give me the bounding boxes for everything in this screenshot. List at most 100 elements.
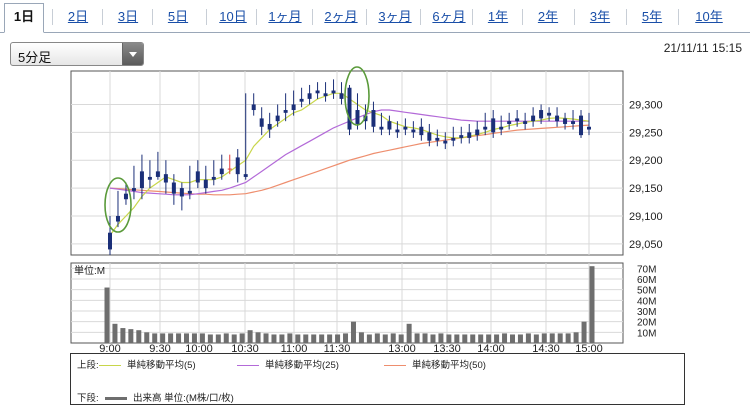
volume-bar bbox=[390, 333, 396, 343]
volume-bar bbox=[207, 334, 213, 343]
interval-select[interactable]: 5分足 bbox=[10, 42, 144, 66]
interval-select-value: 5分足 bbox=[18, 50, 52, 65]
tab-5[interactable]: 10日 bbox=[219, 9, 247, 24]
volume-y-tick-label: 30M bbox=[637, 307, 656, 318]
tab-2[interactable]: 2日 bbox=[67, 9, 89, 24]
volume-bar bbox=[350, 321, 356, 343]
volume-bar bbox=[589, 266, 595, 343]
tab-separator bbox=[522, 9, 523, 25]
tab-9[interactable]: 6ヶ月 bbox=[432, 9, 466, 24]
tab-3[interactable]: 3日 bbox=[117, 9, 139, 24]
volume-bar bbox=[271, 334, 277, 343]
volume-unit-label: 単位:M bbox=[74, 264, 105, 277]
volume-bar bbox=[438, 333, 444, 343]
volume-bar bbox=[311, 334, 317, 343]
candle-body bbox=[347, 87, 352, 130]
highlight-ellipse bbox=[104, 177, 132, 233]
volume-bar bbox=[533, 334, 539, 343]
price-y-tick-label: 29,250 bbox=[629, 127, 663, 139]
volume-bar bbox=[191, 333, 197, 343]
legend-item-ma5: 単純移動平均(5) bbox=[99, 357, 196, 371]
volume-bar bbox=[327, 334, 333, 343]
candle-body bbox=[483, 126, 488, 130]
candle-body bbox=[419, 126, 424, 136]
volume-bar bbox=[247, 330, 253, 343]
volume-bar bbox=[525, 333, 531, 343]
tab-12[interactable]: 3年 bbox=[589, 9, 611, 24]
highlight-ellipse bbox=[344, 66, 370, 126]
price-y-tick-label: 29,300 bbox=[629, 99, 663, 111]
tab-7[interactable]: 2ヶ月 bbox=[324, 9, 358, 24]
dropdown-arrow-icon[interactable] bbox=[122, 43, 143, 65]
legend-ma50-label: 単純移動平均(50) bbox=[412, 360, 486, 371]
volume-bar bbox=[112, 323, 118, 343]
candle-body bbox=[283, 110, 288, 113]
candle-body bbox=[147, 176, 152, 180]
volume-plot-frame bbox=[70, 262, 624, 344]
volume-bar bbox=[319, 334, 325, 343]
candle-body bbox=[195, 171, 200, 183]
candle-body bbox=[251, 104, 256, 111]
timestamp: 21/11/11 15:15 bbox=[663, 41, 742, 55]
candle-body bbox=[467, 132, 472, 138]
candle-body bbox=[491, 118, 496, 133]
legend-volume-swatch bbox=[105, 396, 127, 400]
tab-13[interactable]: 5年 bbox=[641, 9, 663, 24]
candle-body bbox=[211, 176, 216, 180]
candle-body bbox=[403, 126, 408, 130]
volume-bar bbox=[406, 323, 412, 343]
price-y-tick-label: 29,200 bbox=[629, 155, 663, 167]
candle-body bbox=[531, 115, 536, 122]
volume-bar bbox=[184, 333, 190, 343]
tab-separator bbox=[366, 9, 367, 25]
tab-separator bbox=[312, 9, 313, 25]
tab-separator bbox=[52, 9, 53, 25]
candle-body bbox=[547, 112, 552, 116]
volume-bar bbox=[263, 333, 269, 343]
x-tick-label: 9:30 bbox=[149, 343, 170, 355]
legend-upper-label: 上段: bbox=[77, 360, 99, 371]
price-y-tick-label: 29,150 bbox=[629, 183, 663, 195]
volume-bar bbox=[430, 334, 436, 343]
tab-10[interactable]: 1年 bbox=[487, 9, 509, 24]
volume-bar bbox=[279, 334, 285, 343]
tab-separator bbox=[152, 9, 153, 25]
x-tick-label: 14:30 bbox=[532, 343, 560, 355]
tab-separator bbox=[574, 9, 575, 25]
candle-body bbox=[331, 90, 336, 94]
candle-body bbox=[515, 118, 520, 122]
legend-item-volume: 出来高 単位:(M株/口/枚) bbox=[105, 390, 234, 404]
candle-body bbox=[339, 93, 344, 99]
tab-11[interactable]: 2年 bbox=[537, 9, 559, 24]
tab-separator bbox=[256, 9, 257, 25]
volume-bar bbox=[446, 334, 452, 343]
tab-separator bbox=[102, 9, 103, 25]
candle-body bbox=[435, 137, 440, 141]
candle-body bbox=[187, 190, 192, 194]
legend-ma50-swatch bbox=[384, 364, 406, 366]
candle-body bbox=[459, 135, 464, 138]
tab-separator bbox=[206, 9, 207, 25]
volume-bar bbox=[398, 334, 404, 343]
volume-y-tick-label: 50M bbox=[637, 286, 656, 297]
volume-bar bbox=[295, 334, 301, 343]
volume-bar bbox=[422, 333, 428, 343]
tab-14[interactable]: 10年 bbox=[695, 9, 723, 24]
legend-lower-label: 下段: bbox=[77, 393, 99, 404]
tab-6[interactable]: 1ヶ月 bbox=[268, 9, 302, 24]
tab-1[interactable]: 1日 bbox=[4, 3, 44, 33]
volume-bar bbox=[565, 333, 571, 343]
x-tick-label: 15:00 bbox=[575, 343, 603, 355]
volume-bar bbox=[152, 333, 158, 343]
tab-4[interactable]: 5日 bbox=[167, 9, 189, 24]
candle-body bbox=[259, 118, 264, 127]
volume-bar bbox=[581, 321, 587, 343]
volume-bar bbox=[502, 333, 508, 343]
candle-body bbox=[123, 193, 128, 200]
tab-8[interactable]: 3ヶ月 bbox=[378, 9, 412, 24]
x-tick-label: 10:30 bbox=[231, 343, 259, 355]
legend-ma5-label: 単純移動平均(5) bbox=[127, 360, 196, 371]
candle-body bbox=[499, 126, 504, 130]
volume-bar bbox=[160, 333, 166, 343]
volume-bar bbox=[557, 333, 563, 343]
